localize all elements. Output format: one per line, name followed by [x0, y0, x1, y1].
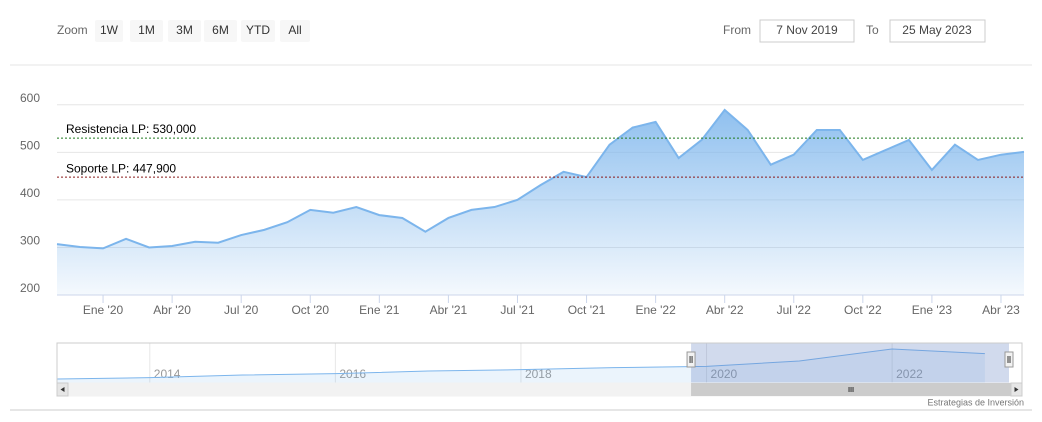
x-tick-label: Ene '20	[83, 303, 124, 317]
series-line	[56, 108, 1025, 250]
zoom-button[interactable]	[168, 20, 201, 42]
x-tick-label: Oct '22	[844, 303, 882, 317]
from-label: From	[723, 23, 751, 37]
navigator-handle[interactable]	[1004, 351, 1014, 368]
navigator-tick-label: 2018	[525, 367, 552, 381]
zoom-button[interactable]	[280, 20, 310, 42]
x-tick-label: Abr '21	[430, 303, 468, 317]
zoom-button[interactable]	[204, 20, 237, 42]
x-tick-label: Oct '20	[291, 303, 329, 317]
to-input[interactable]	[889, 19, 986, 43]
zoom-button-label[interactable]: 1W	[100, 23, 119, 37]
x-tick-label: Jul '20	[224, 303, 259, 317]
navigator-tick-label: 2016	[339, 367, 366, 381]
zoom-button-label[interactable]: 6M	[212, 23, 229, 37]
x-tick-label: Abr '20	[153, 303, 191, 317]
navigator-tick-label: 2022	[896, 367, 923, 381]
y-tick-label: 600	[20, 91, 40, 105]
plot-line-label: Resistencia LP: 530,000	[66, 122, 196, 136]
y-tick-label: 500	[20, 139, 40, 153]
zoom-button-label[interactable]: YTD	[246, 23, 270, 37]
from-input[interactable]	[759, 19, 855, 43]
y-tick-label: 400	[20, 186, 40, 200]
navigator-selection[interactable]	[691, 343, 1009, 383]
x-tick-label: Jul '22	[777, 303, 812, 317]
zoom-label: Zoom	[57, 23, 88, 37]
x-tick-label: Ene '22	[635, 303, 676, 317]
to-value[interactable]: 25 May 2023	[902, 23, 972, 37]
zoom-button[interactable]	[241, 20, 275, 42]
x-tick-label: Abr '23	[982, 303, 1020, 317]
navigator-handle[interactable]	[686, 351, 696, 368]
scrollbar-arrow	[1014, 387, 1019, 392]
credits[interactable]: Estrategias de Inversión	[927, 397, 1024, 407]
y-tick-label: 200	[20, 281, 40, 295]
navigator-line	[56, 348, 985, 380]
navigator-tick-label: 2020	[711, 367, 738, 381]
zoom-button-label[interactable]: 3M	[176, 23, 193, 37]
scrollbar-arrow	[60, 387, 65, 392]
x-tick-label: Abr '22	[706, 303, 744, 317]
zoom-button-label[interactable]: All	[288, 23, 301, 37]
y-tick-label: 300	[20, 234, 40, 248]
x-tick-label: Ene '21	[359, 303, 400, 317]
from-value[interactable]: 7 Nov 2019	[776, 23, 838, 37]
x-tick-label: Ene '23	[912, 303, 953, 317]
to-label: To	[866, 23, 879, 37]
zoom-button[interactable]	[95, 20, 123, 42]
x-tick-label: Jul '21	[500, 303, 535, 317]
x-tick-label: Oct '21	[568, 303, 606, 317]
zoom-button-label[interactable]: 1M	[138, 23, 155, 37]
area-fill	[57, 110, 1024, 296]
plot-line-label: Soporte LP: 447,900	[66, 161, 176, 175]
zoom-button[interactable]	[130, 20, 163, 42]
